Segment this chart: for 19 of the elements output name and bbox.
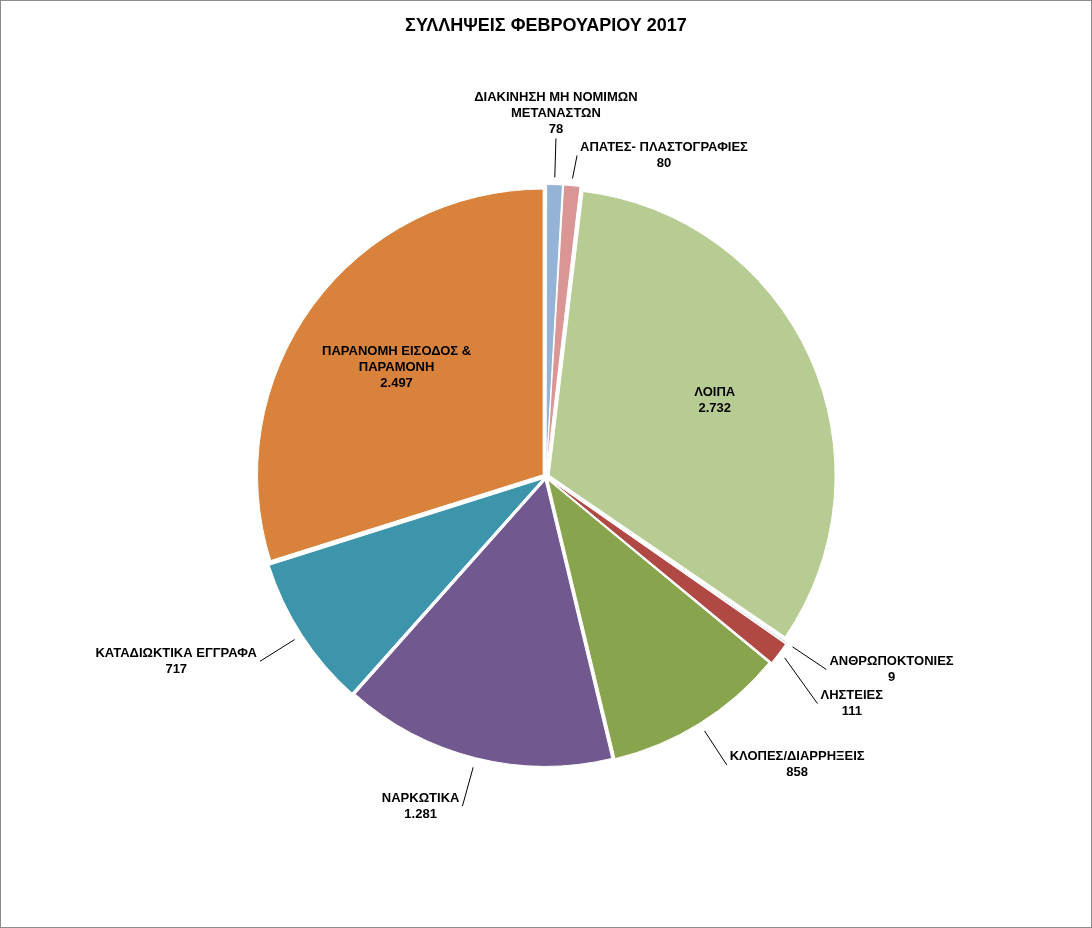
data-label: 9 — [887, 669, 896, 685]
data-label: 2.497 — [380, 374, 413, 390]
slice-label: ΑΝΘΡΩΠΟΚΤΟΝΙΕΣ — [829, 653, 954, 669]
slice-label: ΛΟΙΠΑ — [694, 383, 736, 399]
slice-label: ΝΑΡΚΩΤΙΚΑ — [381, 789, 461, 805]
data-label: 111 — [841, 703, 862, 719]
slice-label: ΑΠΑΤΕΣ- ΠΛΑΣΤΟΓΡΑΦΙΕΣ — [580, 139, 749, 155]
data-label: 717 — [165, 660, 188, 676]
slice-label: ΠΑΡΑΝΟΜΗ ΕΙΣΟΔΟΣ & ΠΑΡΑΜΟΝΗ — [322, 342, 472, 374]
slice-label: ΛΗΣΤΕΙΕΣ — [820, 687, 884, 703]
data-label: 1.281 — [404, 805, 437, 821]
chart-title: ΣΥΛΛΗΨΕΙΣ ΦΕΒΡΟΥΑΡΙΟΥ 2017 — [405, 14, 687, 35]
slice-label: ΚΛΟΠΕΣ/ΔΙΑΡΡΗΞΕΙΣ — [729, 748, 865, 764]
slice-label: ΚΑΤΑΔΙΩΚΤΙΚΑ ΕΓΓΡΑΦΑ — [95, 644, 258, 660]
data-label: 2.732 — [698, 399, 732, 415]
slice-label: ΔΙΑΚΙΝΗΣΗ ΜΗ ΝΟΜΙΜΩΝ ΜΕΤΑΝΑΣΤΩΝ — [474, 89, 638, 121]
data-label: 78 — [548, 121, 564, 137]
data-label: 858 — [786, 764, 808, 780]
data-label: 80 — [656, 155, 672, 171]
